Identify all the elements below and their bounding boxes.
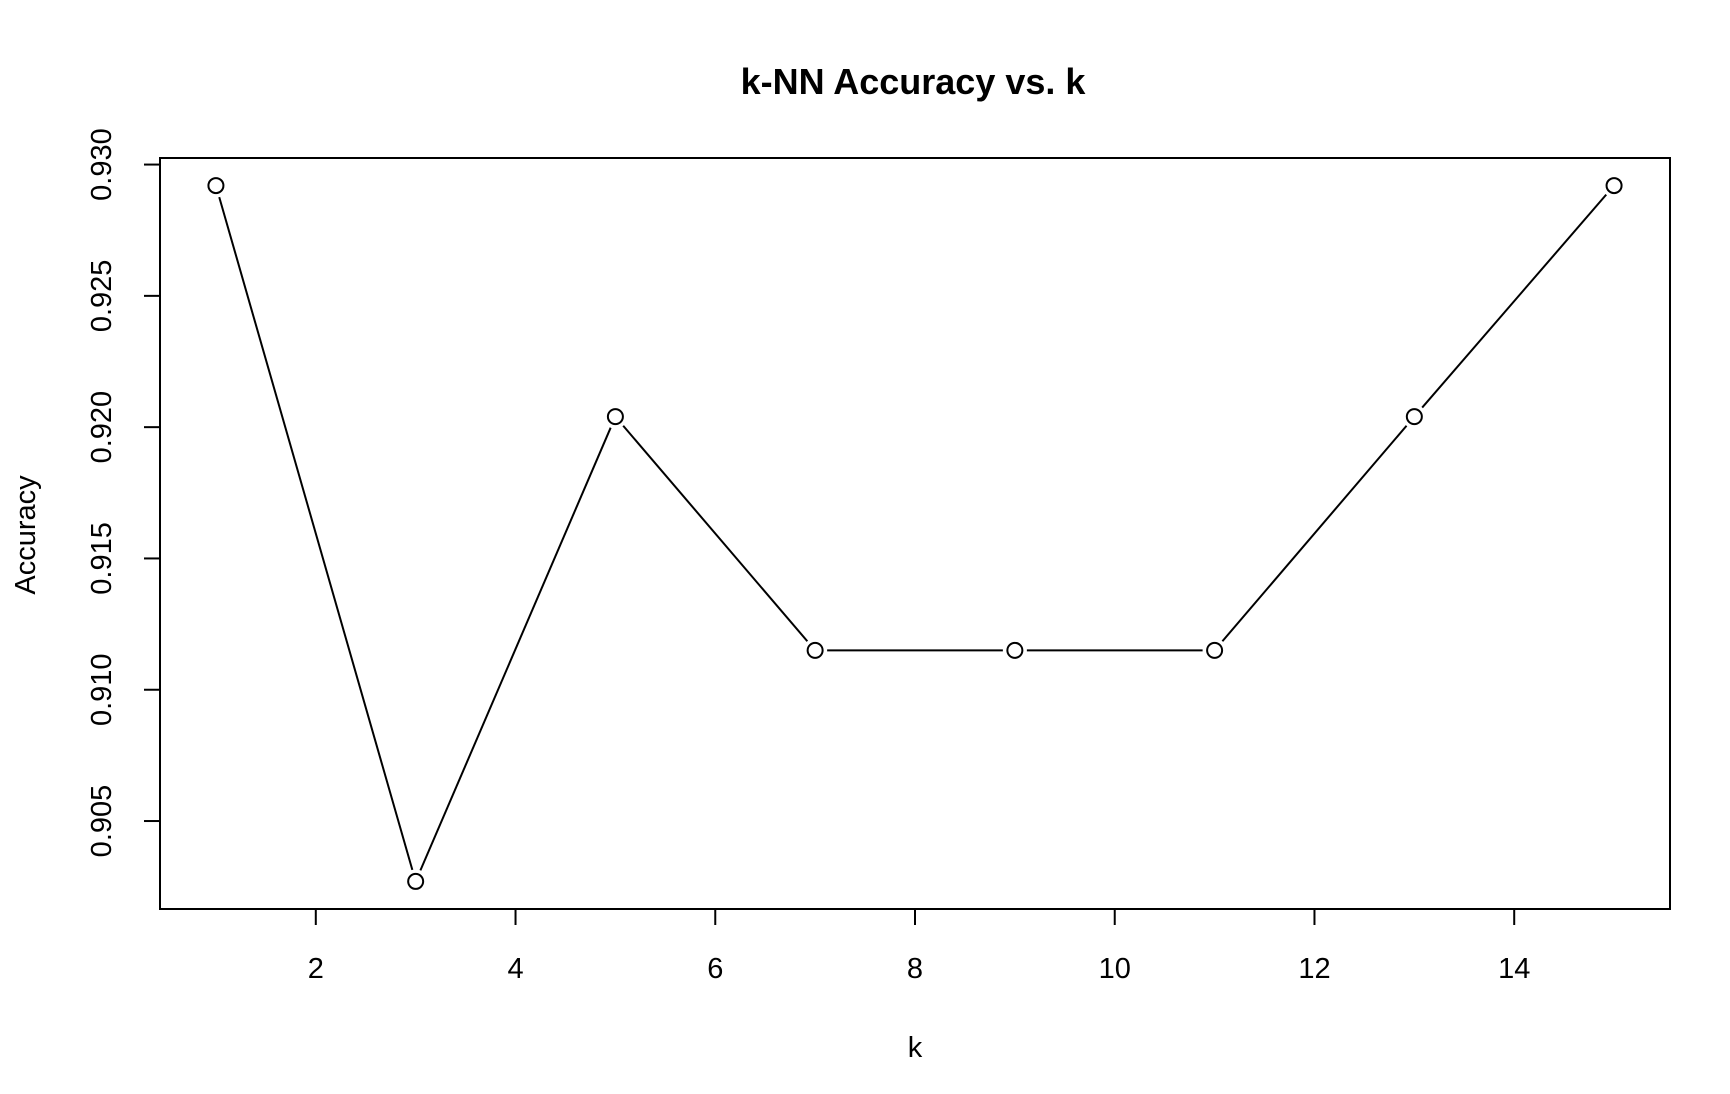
y-tick-label: 0.930 xyxy=(86,128,118,201)
x-tick-label: 2 xyxy=(308,953,324,985)
y-tick-label: 0.905 xyxy=(86,785,118,858)
x-tick-label: 14 xyxy=(1498,953,1530,985)
data-point xyxy=(1206,641,1224,659)
data-point xyxy=(1605,177,1623,195)
plot-frame xyxy=(159,157,1671,910)
x-tick-label: 10 xyxy=(1099,953,1131,985)
series-line-segment xyxy=(419,427,612,871)
y-tick-label: 0.915 xyxy=(86,522,118,595)
x-tick-label: 6 xyxy=(707,953,723,985)
series-line-segment xyxy=(622,425,809,642)
y-axis-label: Accuracy xyxy=(10,475,42,595)
series-line-segment xyxy=(1421,193,1607,409)
y-tick-label: 0.925 xyxy=(86,260,118,333)
data-point xyxy=(407,872,425,890)
x-axis-label: k xyxy=(908,1032,923,1064)
y-tick-label: 0.910 xyxy=(86,653,118,726)
x-tick-label: 8 xyxy=(907,953,923,985)
x-tick-label: 12 xyxy=(1298,953,1330,985)
y-tick-label: 0.920 xyxy=(86,391,118,464)
x-tick-label: 4 xyxy=(507,953,523,985)
series-line-segment xyxy=(1221,425,1408,642)
y-axis: 0.905 0.910 0.915 0.920 0.925 0.930 xyxy=(86,128,161,858)
series-line-segment xyxy=(218,196,414,871)
data-point xyxy=(1006,641,1024,659)
data-point xyxy=(806,641,824,659)
data-point xyxy=(1405,408,1423,426)
chart-title: k-NN Accuracy vs. k xyxy=(741,61,1087,102)
data-point xyxy=(606,408,624,426)
x-axis: 2 4 6 8 10 12 14 xyxy=(308,908,1530,985)
data-point xyxy=(207,177,225,195)
data-series xyxy=(207,177,1623,890)
